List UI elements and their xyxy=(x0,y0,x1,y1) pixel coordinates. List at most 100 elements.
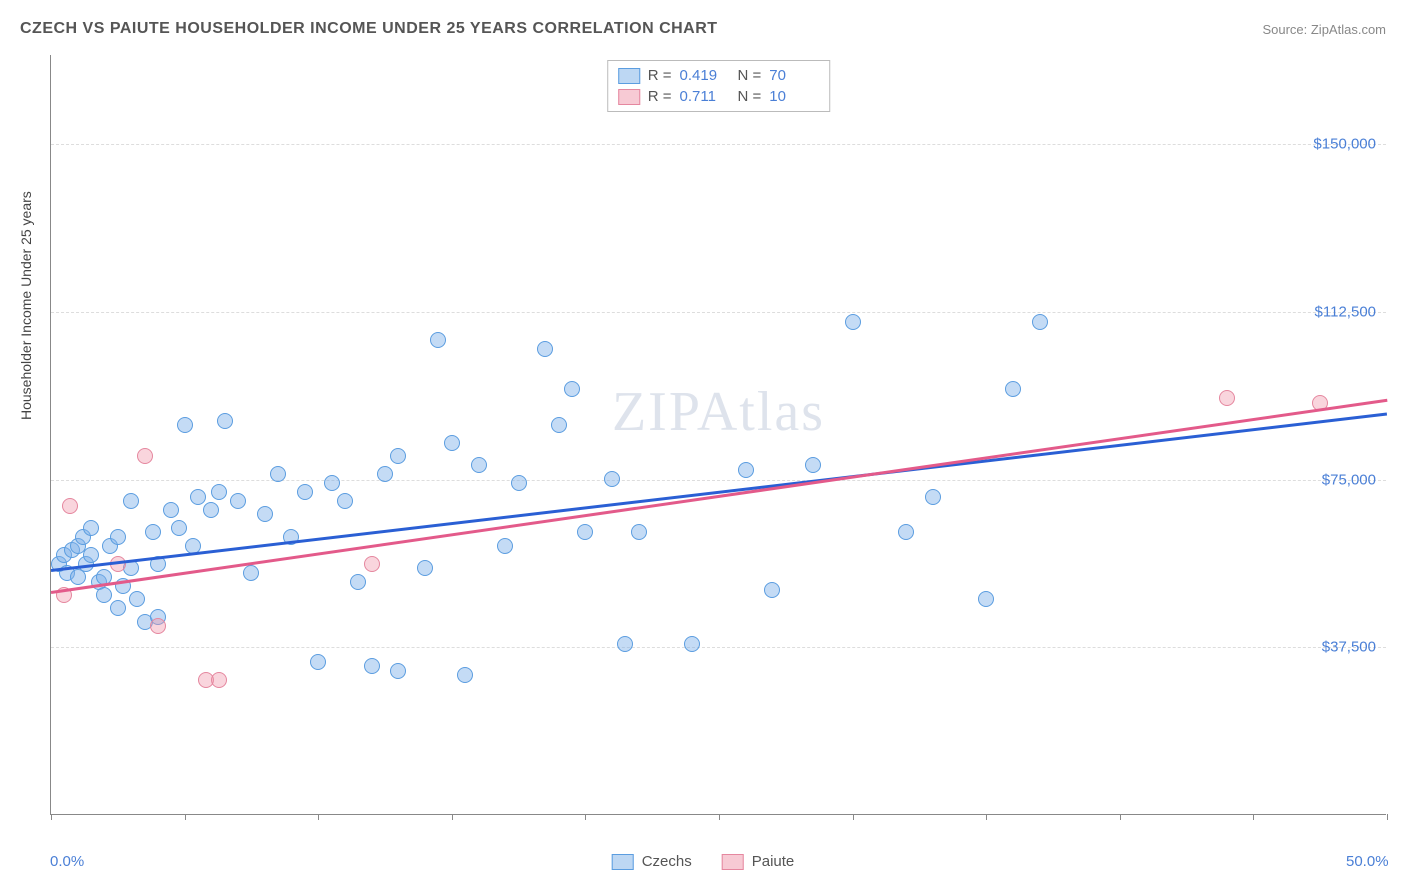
series-legend: Czechs Paiute xyxy=(612,853,795,870)
trendline-czechs xyxy=(51,413,1387,572)
data-point-paiute xyxy=(62,498,78,514)
y-tick-label: $150,000 xyxy=(1313,136,1376,153)
x-tick-label: 50.0% xyxy=(1346,853,1389,870)
x-tick xyxy=(185,814,186,820)
x-tick xyxy=(1253,814,1254,820)
data-point-czechs xyxy=(217,413,233,429)
data-point-czechs xyxy=(350,574,366,590)
x-tick xyxy=(585,814,586,820)
legend-swatch-czechs xyxy=(612,854,634,870)
x-tick xyxy=(1387,814,1388,820)
data-point-czechs xyxy=(203,502,219,518)
data-point-czechs xyxy=(230,493,246,509)
legend-r-value: 0.419 xyxy=(680,67,730,84)
data-point-czechs xyxy=(145,524,161,540)
data-point-czechs xyxy=(511,475,527,491)
data-point-czechs xyxy=(738,462,754,478)
data-point-czechs xyxy=(110,600,126,616)
chart-title: CZECH VS PAIUTE HOUSEHOLDER INCOME UNDER… xyxy=(20,20,718,38)
legend-r-label: R = xyxy=(648,88,672,105)
data-point-czechs xyxy=(377,466,393,482)
data-point-czechs xyxy=(444,435,460,451)
chart-header: CZECH VS PAIUTE HOUSEHOLDER INCOME UNDER… xyxy=(20,20,1386,38)
data-point-czechs xyxy=(123,493,139,509)
legend-item-paiute: Paiute xyxy=(722,853,795,870)
data-point-czechs xyxy=(163,502,179,518)
scatter-chart: ZIPAtlas R = 0.419 N = 70 R = 0.711 N = 10 $37,… xyxy=(50,55,1386,815)
data-point-czechs xyxy=(978,591,994,607)
data-point-paiute xyxy=(1219,390,1235,406)
data-point-czechs xyxy=(684,636,700,652)
legend-swatch-paiute xyxy=(618,89,640,105)
data-point-paiute xyxy=(137,448,153,464)
watermark-text: ZIPAtlas xyxy=(612,380,825,444)
data-point-czechs xyxy=(129,591,145,607)
legend-swatch-czechs xyxy=(618,68,640,84)
legend-r-value: 0.711 xyxy=(680,88,730,105)
data-point-czechs xyxy=(324,475,340,491)
legend-swatch-paiute xyxy=(722,854,744,870)
x-tick xyxy=(986,814,987,820)
data-point-czechs xyxy=(631,524,647,540)
data-point-czechs xyxy=(110,529,126,545)
data-point-czechs xyxy=(457,667,473,683)
y-axis-label: Householder Income Under 25 years xyxy=(18,191,34,420)
correlation-legend: R = 0.419 N = 70 R = 0.711 N = 10 xyxy=(607,60,831,112)
x-tick xyxy=(719,814,720,820)
y-tick-label: $112,500 xyxy=(1315,304,1376,321)
data-point-czechs xyxy=(430,332,446,348)
y-tick-label: $37,500 xyxy=(1322,639,1376,656)
legend-n-label: N = xyxy=(738,88,762,105)
data-point-czechs xyxy=(577,524,593,540)
data-point-czechs xyxy=(177,417,193,433)
legend-n-label: N = xyxy=(738,67,762,84)
data-point-czechs xyxy=(617,636,633,652)
legend-label: Czechs xyxy=(642,853,692,870)
x-tick-label: 0.0% xyxy=(50,853,84,870)
legend-r-label: R = xyxy=(648,67,672,84)
data-point-czechs xyxy=(310,654,326,670)
data-point-czechs xyxy=(497,538,513,554)
legend-n-value: 70 xyxy=(769,67,819,84)
data-point-czechs xyxy=(297,484,313,500)
data-point-czechs xyxy=(96,587,112,603)
chart-source: Source: ZipAtlas.com xyxy=(1262,22,1386,37)
data-point-czechs xyxy=(925,489,941,505)
data-point-czechs xyxy=(270,466,286,482)
data-point-paiute xyxy=(364,556,380,572)
data-point-czechs xyxy=(898,524,914,540)
data-point-czechs xyxy=(83,520,99,536)
gridline xyxy=(51,312,1386,313)
data-point-czechs xyxy=(83,547,99,563)
data-point-czechs xyxy=(564,381,580,397)
legend-n-value: 10 xyxy=(769,88,819,105)
legend-row: R = 0.419 N = 70 xyxy=(618,65,820,86)
data-point-czechs xyxy=(537,341,553,357)
data-point-czechs xyxy=(764,582,780,598)
data-point-paiute xyxy=(150,618,166,634)
x-tick xyxy=(51,814,52,820)
data-point-czechs xyxy=(337,493,353,509)
data-point-paiute xyxy=(211,672,227,688)
x-tick xyxy=(318,814,319,820)
data-point-czechs xyxy=(390,663,406,679)
y-tick-label: $75,000 xyxy=(1322,471,1376,488)
data-point-czechs xyxy=(845,314,861,330)
gridline xyxy=(51,480,1386,481)
data-point-czechs xyxy=(604,471,620,487)
x-tick xyxy=(853,814,854,820)
data-point-czechs xyxy=(805,457,821,473)
data-point-czechs xyxy=(1005,381,1021,397)
data-point-czechs xyxy=(551,417,567,433)
data-point-czechs xyxy=(364,658,380,674)
legend-item-czechs: Czechs xyxy=(612,853,692,870)
gridline xyxy=(51,647,1386,648)
data-point-czechs xyxy=(417,560,433,576)
data-point-czechs xyxy=(243,565,259,581)
data-point-czechs xyxy=(190,489,206,505)
data-point-czechs xyxy=(471,457,487,473)
data-point-czechs xyxy=(390,448,406,464)
legend-row: R = 0.711 N = 10 xyxy=(618,86,820,107)
x-tick xyxy=(452,814,453,820)
data-point-czechs xyxy=(171,520,187,536)
